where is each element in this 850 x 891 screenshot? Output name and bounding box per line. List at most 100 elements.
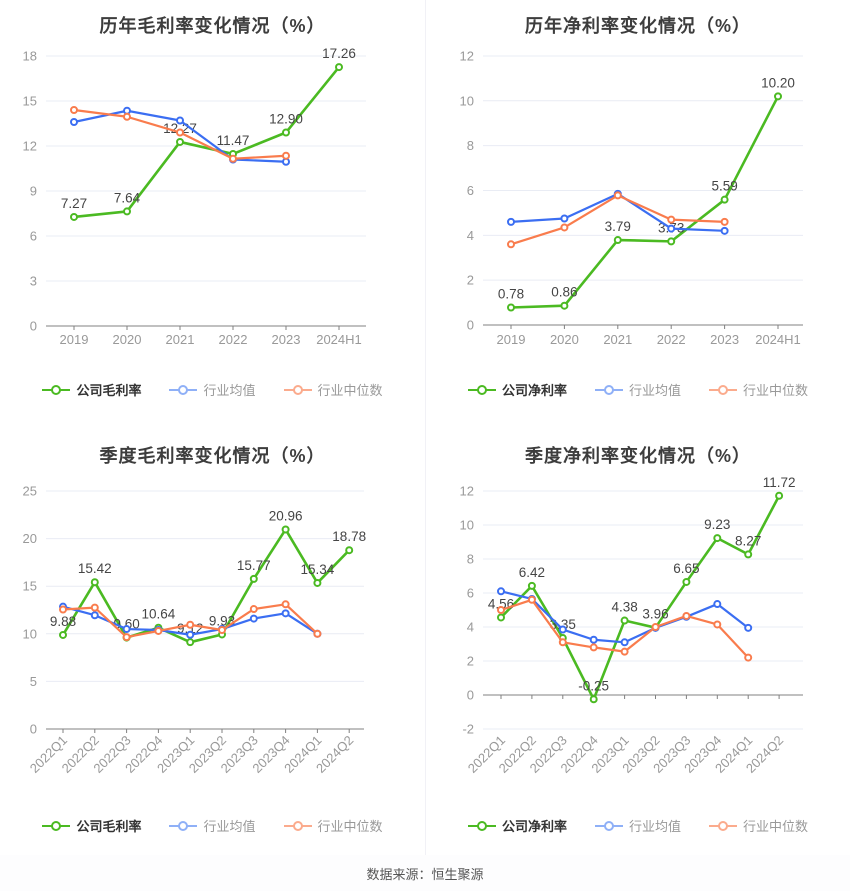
svg-text:2: 2 bbox=[467, 273, 474, 288]
svg-text:12.27: 12.27 bbox=[163, 121, 197, 136]
svg-text:0: 0 bbox=[30, 722, 37, 737]
chart-panel-quarterly-gross-margin: 季度毛利率变化情况（%） 0 5 10 15 20 25 2022Q1 2022Q2 2022Q… bbox=[0, 430, 425, 855]
svg-text:0: 0 bbox=[467, 688, 474, 703]
svg-text:0: 0 bbox=[467, 318, 474, 333]
svg-text:18.78: 18.78 bbox=[332, 529, 366, 544]
legend-line-marker-icon bbox=[283, 384, 312, 395]
svg-text:-0.25: -0.25 bbox=[578, 678, 609, 693]
svg-text:8: 8 bbox=[467, 138, 474, 153]
svg-text:2021: 2021 bbox=[603, 332, 632, 347]
legend-line-marker-icon bbox=[42, 384, 71, 395]
legend-item-industry_median[interactable]: 行业中位数 bbox=[709, 380, 808, 399]
chart-canvas: 05101520252022Q12022Q22022Q32022Q42023Q1… bbox=[23, 484, 367, 776]
svg-text:0.78: 0.78 bbox=[498, 287, 524, 302]
svg-text:4: 4 bbox=[467, 620, 474, 635]
legend-label: 行业中位数 bbox=[743, 819, 809, 834]
series-industry_median bbox=[497, 595, 753, 662]
svg-text:8: 8 bbox=[467, 552, 474, 567]
legend-item-industry_avg[interactable]: 行业均值 bbox=[169, 380, 256, 399]
svg-text:12: 12 bbox=[23, 139, 37, 154]
legend-line-marker-icon bbox=[169, 384, 198, 395]
svg-text:7.27: 7.27 bbox=[61, 196, 87, 211]
svg-text:17.26: 17.26 bbox=[322, 46, 356, 61]
svg-text:12.90: 12.90 bbox=[269, 112, 303, 127]
legend-line-marker-icon bbox=[709, 820, 737, 831]
svg-text:7.64: 7.64 bbox=[114, 190, 141, 205]
svg-text:9.88: 9.88 bbox=[50, 614, 76, 629]
svg-text:20.96: 20.96 bbox=[269, 508, 303, 523]
chart-legend: 公司净利率 行业均值 行业中位数 bbox=[426, 816, 850, 835]
chart-canvas: 0 3 6 9 12 15 18 2019 2020 2021 2022 2023 2024H1 7.27… bbox=[23, 46, 366, 347]
svg-text:6: 6 bbox=[467, 586, 474, 601]
legend-item-industry_avg[interactable]: 行业均值 bbox=[594, 380, 681, 399]
svg-text:2022: 2022 bbox=[657, 332, 686, 347]
legend-label: 行业均值 bbox=[203, 383, 256, 398]
svg-text:2: 2 bbox=[467, 654, 474, 669]
chart-title: 历年毛利率变化情况（%） bbox=[99, 16, 326, 36]
svg-text:0: 0 bbox=[30, 319, 37, 334]
svg-text:9.23: 9.23 bbox=[704, 517, 730, 532]
legend-label: 行业均值 bbox=[628, 383, 681, 398]
svg-text:3.96: 3.96 bbox=[642, 607, 668, 622]
chart-legend: 公司毛利率 行业均值 行业中位数 bbox=[0, 380, 425, 399]
svg-text:2020: 2020 bbox=[550, 332, 579, 347]
svg-text:2021: 2021 bbox=[166, 332, 195, 347]
legend-item-company[interactable]: 公司毛利率 bbox=[42, 816, 141, 835]
series-company: 4.566.423.35-0.254.38 3.966.659.238.2711.… bbox=[488, 475, 796, 704]
legend-line-marker-icon bbox=[42, 820, 71, 831]
svg-text:20: 20 bbox=[23, 531, 37, 546]
legend-item-industry_median[interactable]: 行业中位数 bbox=[709, 816, 808, 835]
svg-text:4.38: 4.38 bbox=[611, 600, 637, 615]
series-industry_median bbox=[70, 106, 290, 163]
svg-text:10: 10 bbox=[460, 518, 474, 533]
legend-line-marker-icon bbox=[283, 820, 312, 831]
svg-text:-2: -2 bbox=[462, 722, 474, 737]
data-source-caption: 数据来源：恒生聚源 bbox=[0, 855, 850, 891]
legend-item-industry_median[interactable]: 行业中位数 bbox=[283, 380, 383, 399]
svg-text:2023: 2023 bbox=[710, 332, 739, 347]
legend-label: 公司净利率 bbox=[501, 383, 567, 398]
svg-text:2023: 2023 bbox=[272, 332, 301, 347]
legend-item-company[interactable]: 公司净利率 bbox=[467, 816, 567, 835]
svg-text:2024H1: 2024H1 bbox=[755, 332, 801, 347]
svg-text:3: 3 bbox=[30, 274, 37, 289]
legend-line-marker-icon bbox=[594, 820, 623, 831]
svg-text:3.35: 3.35 bbox=[550, 617, 576, 632]
svg-text:2024H1: 2024H1 bbox=[316, 332, 362, 347]
chart-canvas: -20246810122022Q12022Q22022Q32022Q42023Q… bbox=[460, 475, 803, 776]
legend-item-industry_median[interactable]: 行业中位数 bbox=[283, 816, 383, 835]
legend-label: 行业中位数 bbox=[317, 819, 383, 834]
svg-text:11.72: 11.72 bbox=[763, 475, 796, 490]
svg-text:25: 25 bbox=[23, 484, 37, 499]
svg-text:6.65: 6.65 bbox=[673, 561, 699, 576]
svg-text:5.59: 5.59 bbox=[711, 179, 737, 194]
legend-item-industry_avg[interactable]: 行业均值 bbox=[594, 816, 681, 835]
svg-text:2022: 2022 bbox=[219, 332, 248, 347]
legend-line-marker-icon bbox=[467, 384, 496, 395]
svg-text:11.47: 11.47 bbox=[217, 133, 250, 148]
svg-text:10: 10 bbox=[23, 626, 37, 641]
legend-item-industry_avg[interactable]: 行业均值 bbox=[169, 816, 256, 835]
svg-text:9.60: 9.60 bbox=[113, 617, 139, 632]
series-company: 9.8815.429.6010.649.129.9315.7720.9615.3… bbox=[50, 508, 366, 647]
legend-line-marker-icon bbox=[467, 820, 496, 831]
legend-label: 行业中位数 bbox=[317, 383, 383, 398]
svg-text:15.42: 15.42 bbox=[78, 561, 112, 576]
series-industry_median bbox=[507, 191, 729, 249]
svg-text:4: 4 bbox=[467, 228, 474, 243]
chart-title: 季度毛利率变化情况（%） bbox=[99, 446, 326, 466]
chart-legend: 公司毛利率 行业均值 行业中位数 bbox=[0, 816, 425, 835]
legend-item-company[interactable]: 公司净利率 bbox=[467, 380, 567, 399]
svg-text:3.79: 3.79 bbox=[605, 219, 631, 234]
legend-label: 行业中位数 bbox=[743, 383, 809, 398]
legend-label: 行业均值 bbox=[203, 819, 256, 834]
svg-text:2019: 2019 bbox=[497, 332, 526, 347]
legend-item-company[interactable]: 公司毛利率 bbox=[42, 380, 141, 399]
svg-text:6.42: 6.42 bbox=[519, 565, 545, 580]
svg-text:12: 12 bbox=[460, 48, 474, 63]
svg-text:9: 9 bbox=[30, 184, 37, 199]
svg-text:2020: 2020 bbox=[113, 332, 142, 347]
svg-text:10.64: 10.64 bbox=[142, 607, 176, 622]
chart-panel-annual-net-margin: 历年净利率变化情况（%） 0 2 4 6 8 10 12 2019 2020 2021 2022 20… bbox=[425, 0, 850, 430]
